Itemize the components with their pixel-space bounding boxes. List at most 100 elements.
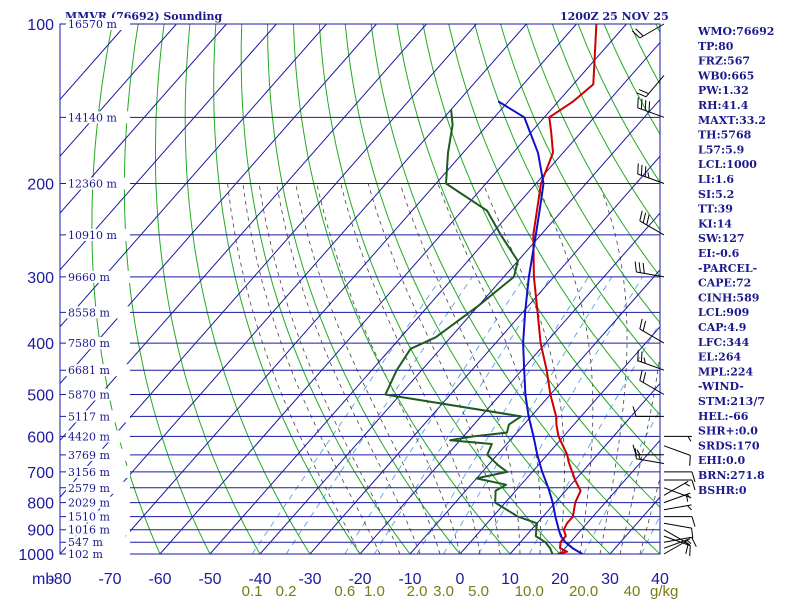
isotherm--70 — [109, 24, 577, 554]
mixing-ratio-labels: 0.1 0.2 0.6 1.0 2.0 3.0 5.0 10.0 20.0 40 g/kg — [242, 583, 679, 600]
moist-adiabat-16 — [437, 183, 541, 554]
index-item: STM:213/7 — [698, 395, 765, 408]
height-label: 547 m — [68, 536, 103, 549]
height-label: 4420 m — [68, 430, 110, 443]
mixing-ratio-tick-label: 40 — [624, 583, 641, 600]
height-label: 7580 m — [68, 337, 110, 350]
wind-barb — [663, 487, 691, 502]
height-label-bg — [66, 496, 130, 509]
isotherm--110 — [60, 24, 377, 385]
temperature-axis-labels: mb-80 -70 -60 -50 -40 -30 -20 -10 0 10 20 30 40 — [32, 571, 669, 588]
wind-barb — [664, 479, 696, 491]
isotherm--40 — [259, 98, 660, 554]
temperature-tick-label: -40 — [248, 571, 271, 588]
isotherm--50 — [209, 41, 660, 554]
wind-barb — [663, 504, 692, 511]
wind-barb — [663, 536, 697, 547]
height-label-bg — [66, 430, 130, 443]
index-item: EHI:0.0 — [698, 454, 745, 467]
wind-barb — [632, 406, 664, 417]
wind-barb — [664, 435, 692, 442]
mixing-ratio-tick-label: 0.6 — [334, 583, 355, 600]
height-label-bg — [66, 481, 130, 494]
isotherm--10 — [409, 269, 660, 554]
height-label: 6681 m — [68, 364, 110, 377]
index-item: HEL:-66 — [698, 410, 749, 423]
isotherm--90 — [60, 24, 477, 498]
index-item: TT:39 — [698, 203, 733, 216]
index-item: LFC:344 — [698, 336, 750, 349]
mixing-ratio-tick-label: 20.0 — [569, 583, 598, 600]
index-item: PW:1.32 — [698, 84, 749, 97]
temperature-tick-label: -20 — [348, 571, 371, 588]
temperature-tick-label: 40 — [651, 571, 669, 588]
mixing-ratio-tick-label: 2.0 — [407, 583, 428, 600]
mixing-ratio-line — [416, 276, 589, 554]
height-label: 12360 m — [68, 178, 117, 191]
height-label: 9660 m — [68, 271, 110, 284]
index-item: MPL:224 — [698, 365, 754, 378]
wind-barb — [639, 318, 665, 344]
wind-barb — [663, 492, 692, 504]
pressure-tick-label: 400 — [27, 336, 54, 353]
height-label: 16570 m — [68, 18, 117, 31]
index-item: -PARCEL- — [698, 262, 757, 275]
wind-barb — [664, 471, 696, 483]
height-label-bg — [66, 410, 130, 423]
mixing-ratio-line — [344, 276, 525, 554]
parcel-profile-line — [497, 100, 584, 554]
index-item: -WIND- — [698, 380, 744, 393]
height-label: 5870 m — [68, 389, 110, 402]
isotherm-20 — [559, 439, 660, 554]
pressure-tick-label: 500 — [27, 388, 54, 405]
index-item: LCL:1000 — [698, 158, 757, 171]
moist-adiabat-0 — [316, 183, 461, 554]
plot-area — [60, 24, 660, 554]
index-item: WMO:76692 — [697, 25, 774, 38]
mixing-ratio-tick-label: 0.2 — [276, 583, 297, 600]
height-label-bg — [66, 270, 130, 283]
wind-barb — [636, 75, 665, 98]
isotherm--80 — [60, 24, 527, 554]
index-item: SHR+:0.0 — [698, 425, 758, 438]
temperature-tick-label: -80 — [48, 571, 71, 588]
pressure-tick-label: 1000 — [18, 547, 54, 564]
pressure-unit-label: mb — [32, 571, 54, 588]
wind-barb — [663, 445, 691, 466]
index-item: BSHR:0 — [698, 484, 747, 497]
index-item: SW:127 — [698, 232, 745, 245]
mixing-ratio-tick-label: 5.0 — [468, 583, 489, 600]
isotherm--20 — [359, 212, 660, 554]
height-label-bg — [66, 548, 130, 560]
height-label: 3156 m — [68, 466, 110, 479]
wind-barb — [634, 261, 665, 278]
index-item: SRDS:170 — [698, 439, 760, 452]
mixing-ratio-tick-label: 1.0 — [364, 583, 385, 600]
temperature-tick-label: -10 — [398, 571, 421, 588]
isotherm--130 — [60, 24, 277, 271]
index-item: KI:14 — [698, 217, 732, 230]
wind-barb — [637, 163, 665, 184]
moist-adiabat-36 — [639, 476, 660, 554]
height-label-bg — [66, 228, 130, 241]
height-label-bg — [66, 388, 130, 401]
index-item: CINH:589 — [698, 291, 759, 304]
wind-barb — [663, 522, 694, 539]
height-label: 8558 m — [68, 306, 110, 319]
mixing-ratio-line — [374, 276, 552, 554]
index-item: BRN:271.8 — [698, 469, 765, 482]
height-label-bg — [66, 465, 130, 478]
pressure-tick-label: 100 — [27, 17, 54, 34]
mixing-ratio-tick-label: 10.0 — [515, 583, 544, 600]
pressure-axis-labels: 100 200 300 400 500 600 700 800 900 1000 — [18, 17, 54, 564]
pressure-tick-label: 300 — [27, 270, 54, 287]
index-item: RH:41.4 — [698, 99, 749, 112]
pressure-tick-label: 700 — [27, 465, 54, 482]
moist-adiabat-12 — [399, 183, 521, 554]
height-label: 102 m — [68, 548, 103, 561]
temperature-tick-label: 20 — [551, 571, 569, 588]
isotherm--60 — [159, 24, 627, 554]
height-label-bg — [66, 18, 130, 30]
height-label-bg — [66, 536, 130, 549]
